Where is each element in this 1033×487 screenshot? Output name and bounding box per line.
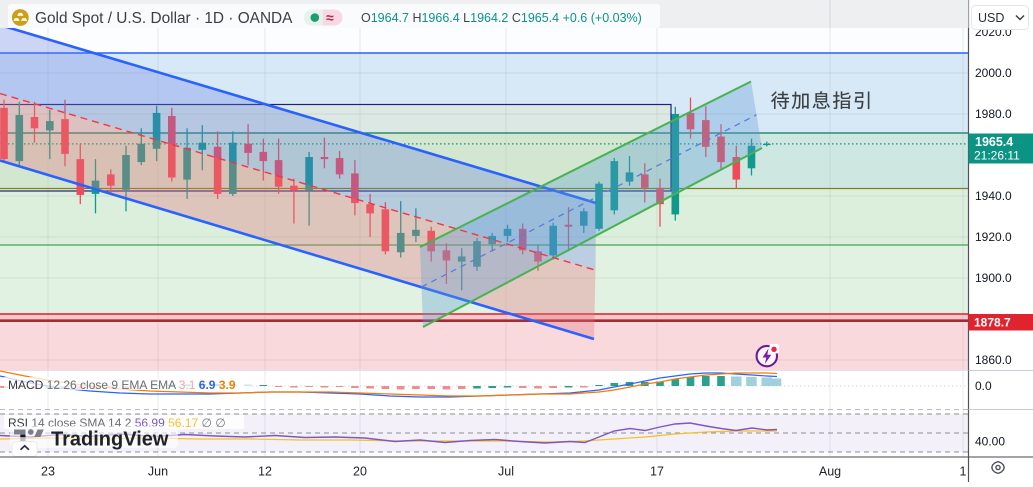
svg-text:1980.0: 1980.0: [975, 107, 1012, 121]
svg-text:1920.0: 1920.0: [975, 230, 1012, 244]
svg-text:TradingView: TradingView: [51, 429, 169, 451]
svg-text:23: 23: [41, 465, 55, 479]
svg-text:21:26:11: 21:26:11: [974, 149, 1020, 163]
svg-text:1900.0: 1900.0: [975, 271, 1012, 285]
svg-text:0.0: 0.0: [975, 379, 992, 393]
svg-text:Jul: Jul: [498, 465, 514, 479]
svg-text:2000.0: 2000.0: [975, 66, 1012, 80]
svg-text:1: 1: [960, 465, 967, 479]
svg-text:O1964.7 H1966.4 L1964.2 C1965.: O1964.7 H1966.4 L1964.2 C1965.4 +0.6 (+0…: [361, 11, 642, 25]
svg-text:40.00: 40.00: [975, 435, 1005, 449]
svg-text:USD: USD: [978, 11, 1004, 25]
svg-text:12: 12: [258, 465, 272, 479]
svg-text:Aug: Aug: [819, 465, 841, 479]
svg-text:≈: ≈: [326, 10, 334, 26]
svg-text:Gold Spot / U.S. Dollar · 1D ·: Gold Spot / U.S. Dollar · 1D · OANDA: [35, 10, 293, 27]
svg-text:1860.0: 1860.0: [975, 353, 1012, 367]
svg-text:17: 17: [650, 465, 664, 479]
svg-text:1965.4: 1965.4: [975, 135, 1013, 149]
svg-text:20: 20: [353, 465, 367, 479]
svg-text:1940.0: 1940.0: [975, 189, 1012, 203]
svg-text:MACD 12 26 close 9 EMA EMA 3.1: MACD 12 26 close 9 EMA EMA 3.1 6.9 3.9: [8, 378, 236, 392]
svg-text:Jun: Jun: [148, 465, 168, 479]
svg-text:1878.7: 1878.7: [974, 316, 1011, 330]
